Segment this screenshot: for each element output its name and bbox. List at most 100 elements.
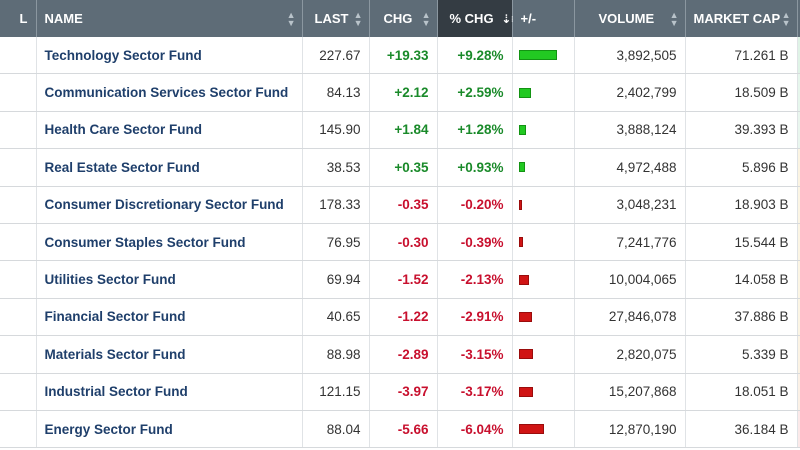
table-row[interactable]: Materials Sector Fund 88.98 -2.89 -3.15%…: [0, 335, 800, 374]
table-row[interactable]: Real Estate Sector Fund 38.53 +0.35 +0.9…: [0, 148, 800, 187]
change-bar: [518, 386, 533, 397]
fund-name-link[interactable]: Communication Services Sector Fund: [36, 73, 303, 112]
column-header-plus-minus[interactable]: +/-: [512, 0, 575, 37]
price-change: -0.30: [369, 223, 438, 262]
last-price: 84.13: [302, 73, 370, 112]
column-header-market-cap-label: MARKET CAP: [693, 11, 781, 26]
percent-change: +2.59%: [437, 73, 513, 112]
heat-indicator: [797, 298, 800, 337]
heat-indicator: [797, 186, 800, 224]
column-header-first-label: L: [19, 11, 28, 26]
table-row[interactable]: Health Care Sector Fund 145.90 +1.84 +1.…: [0, 111, 800, 150]
heat-swatch: [797, 410, 800, 447]
fund-name-link[interactable]: Industrial Sector Fund: [36, 373, 303, 411]
market-cap: 37.886 B: [685, 298, 798, 337]
market-cap: 39.393 B: [685, 111, 798, 150]
column-header-heat[interactable]: ▲▼: [797, 0, 800, 37]
column-header-first[interactable]: L: [0, 0, 37, 37]
last-price: 227.67: [302, 37, 370, 75]
heat-swatch: [797, 186, 800, 223]
price-change: -5.66: [369, 410, 438, 449]
column-header-name[interactable]: NAME ▲ ▼: [36, 0, 303, 37]
column-header-market-cap[interactable]: MARKET CAP ▲ ▼: [685, 0, 798, 37]
market-cap: 18.509 B: [685, 73, 798, 112]
row-leading-cell: [0, 373, 37, 411]
volume: 4,972,488: [574, 148, 686, 187]
change-bar: [518, 124, 526, 135]
change-bar: [518, 311, 532, 322]
volume: 2,402,799: [574, 73, 686, 112]
row-leading-cell: [0, 148, 37, 187]
fund-name-link[interactable]: Consumer Staples Sector Fund: [36, 223, 303, 262]
change-bar-cell: [512, 335, 575, 374]
volume: 3,892,505: [574, 37, 686, 75]
heat-indicator: [797, 373, 800, 411]
table-row[interactable]: Utilities Sector Fund 69.94 -1.52 -2.13%…: [0, 260, 800, 299]
fund-name-link[interactable]: Financial Sector Fund: [36, 298, 303, 337]
row-leading-cell: [0, 223, 37, 262]
heat-indicator: [797, 335, 800, 374]
column-header-volume[interactable]: VOLUME ▲ ▼: [574, 0, 686, 37]
heat-swatch: [797, 111, 800, 148]
percent-change: +1.28%: [437, 111, 513, 150]
percent-change: +0.93%: [437, 148, 513, 187]
percent-change: -2.13%: [437, 260, 513, 299]
table-row[interactable]: Consumer Discretionary Sector Fund 178.3…: [0, 186, 800, 224]
change-bar: [518, 199, 522, 210]
fund-name-link[interactable]: Consumer Discretionary Sector Fund: [36, 186, 303, 224]
volume: 7,241,776: [574, 223, 686, 262]
column-header-pct-chg-label: % CHG: [449, 11, 494, 26]
sort-toggle-icon: ▲ ▼: [781, 9, 791, 28]
heat-swatch: [797, 37, 800, 73]
row-leading-cell: [0, 335, 37, 374]
sort-toggle-icon: ▲ ▼: [669, 9, 679, 28]
fund-name-link[interactable]: Materials Sector Fund: [36, 335, 303, 374]
change-bar: [518, 424, 544, 435]
last-price: 178.33: [302, 186, 370, 224]
volume: 15,207,868: [574, 373, 686, 411]
change-bar: [518, 50, 557, 61]
column-header-last[interactable]: LAST ▲ ▼: [302, 0, 370, 37]
table-row[interactable]: Energy Sector Fund 88.04 -5.66 -6.04% 12…: [0, 410, 800, 449]
row-leading-cell: [0, 186, 37, 224]
heat-swatch: [797, 261, 800, 298]
last-price: 69.94: [302, 260, 370, 299]
sort-toggle-icon: ▲ ▼: [421, 9, 431, 28]
percent-change: -6.04%: [437, 410, 513, 449]
row-leading-cell: [0, 298, 37, 337]
percent-change: -3.17%: [437, 373, 513, 411]
column-header-chg[interactable]: CHG ▲ ▼: [369, 0, 438, 37]
fund-name-link[interactable]: Energy Sector Fund: [36, 410, 303, 449]
table-row[interactable]: Technology Sector Fund 227.67 +19.33 +9.…: [0, 37, 800, 75]
table-row[interactable]: Consumer Staples Sector Fund 76.95 -0.30…: [0, 223, 800, 262]
row-leading-cell: [0, 37, 37, 75]
last-price: 76.95: [302, 223, 370, 262]
change-bar: [518, 237, 523, 248]
percent-change: -2.91%: [437, 298, 513, 337]
change-bar-cell: [512, 373, 575, 411]
change-bar-cell: [512, 298, 575, 337]
last-price: 121.15: [302, 373, 370, 411]
heat-swatch: [797, 373, 800, 410]
column-header-last-label: LAST: [314, 11, 349, 26]
fund-name-link[interactable]: Utilities Sector Fund: [36, 260, 303, 299]
volume: 10,004,065: [574, 260, 686, 299]
column-header-chg-label: CHG: [383, 11, 413, 26]
table-row[interactable]: Financial Sector Fund 40.65 -1.22 -2.91%…: [0, 298, 800, 337]
table-row[interactable]: Industrial Sector Fund 121.15 -3.97 -3.1…: [0, 373, 800, 411]
last-price: 40.65: [302, 298, 370, 337]
column-header-name-label: NAME: [44, 11, 83, 26]
percent-change: +9.28%: [437, 37, 513, 75]
change-bar: [518, 162, 525, 173]
column-header-pct-chg[interactable]: % CHG ⇣≡: [437, 0, 518, 37]
market-cap: 71.261 B: [685, 37, 798, 75]
last-price: 38.53: [302, 148, 370, 187]
fund-name-link[interactable]: Technology Sector Fund: [36, 37, 303, 75]
fund-name-link[interactable]: Real Estate Sector Fund: [36, 148, 303, 187]
table-row[interactable]: Communication Services Sector Fund 84.13…: [0, 73, 800, 112]
price-change: +0.35: [369, 148, 438, 187]
fund-name-link[interactable]: Health Care Sector Fund: [36, 111, 303, 150]
market-cap: 15.544 B: [685, 223, 798, 262]
